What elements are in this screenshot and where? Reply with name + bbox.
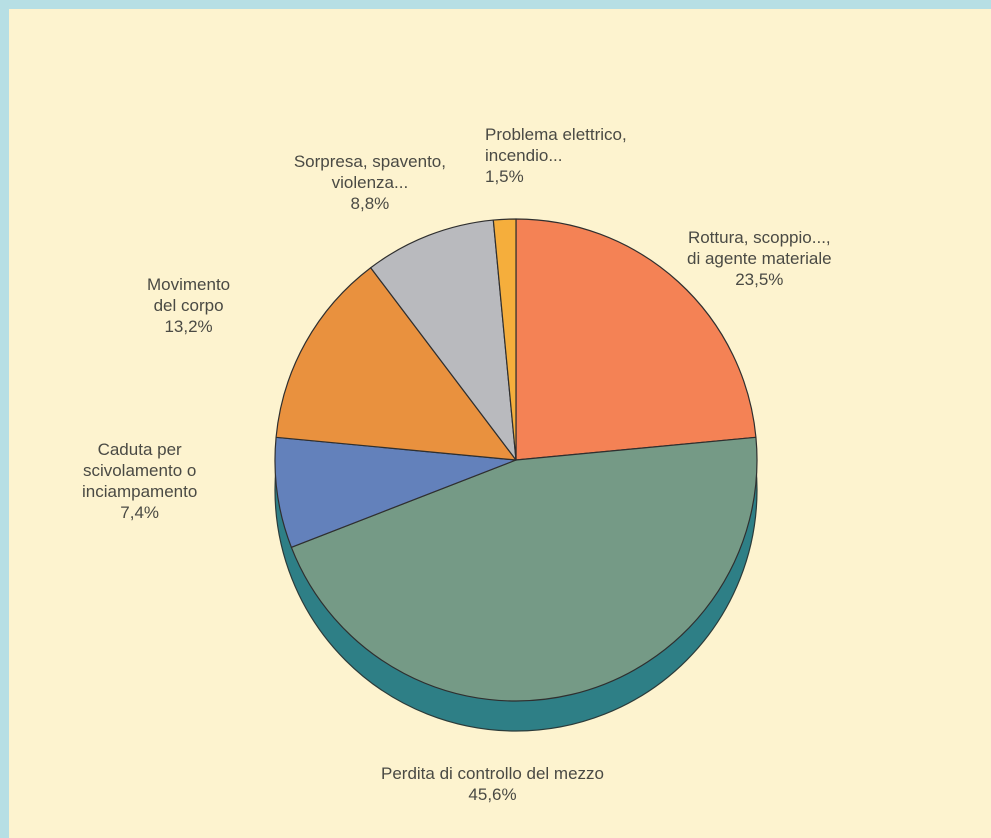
pie-chart xyxy=(274,218,758,732)
label-perdita-controllo: Perdita di controllo del mezzo 45,6% xyxy=(381,764,605,804)
label-sorpresa: Sorpresa, spavento, violenza... 8,8% xyxy=(293,152,446,213)
pie-slice-2 xyxy=(274,436,517,548)
chart-frame: Sorpresa, spavento, violenza... 8,8% Pro… xyxy=(9,9,991,838)
label-caduta: Caduta per scivolamento o inciampamento … xyxy=(82,440,198,522)
label-rottura: Rottura, scoppio..., di agente materiale… xyxy=(687,228,832,289)
pie-slice-3 xyxy=(275,267,517,461)
pie-slice-5 xyxy=(492,218,517,461)
label-movimento: Movimento del corpo 13,2% xyxy=(147,275,231,336)
pie-slice-1 xyxy=(290,436,758,702)
label-problema-elettrico: Problema elettrico, incendio... 1,5% xyxy=(485,125,627,186)
pie-slice-4 xyxy=(370,219,517,461)
pie-slice-0 xyxy=(515,218,757,461)
